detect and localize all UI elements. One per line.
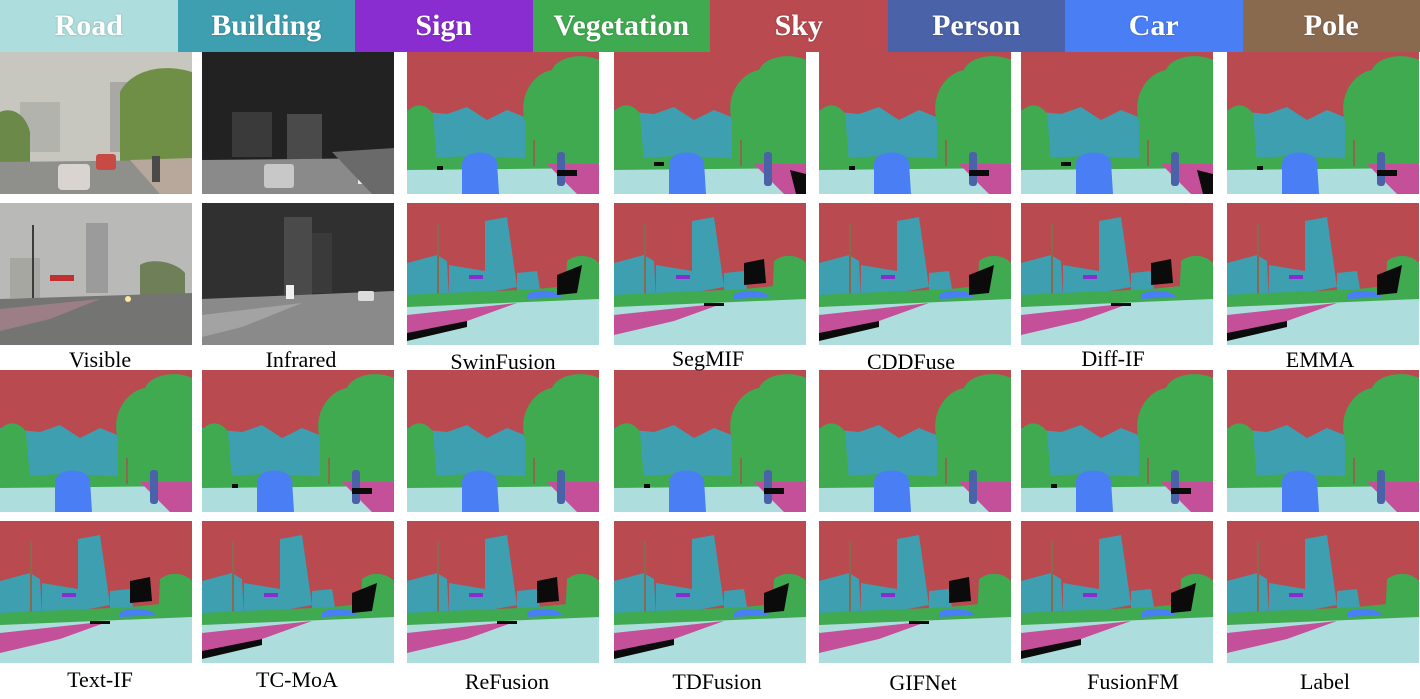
legend-sky: Sky	[710, 0, 888, 52]
caption-emma: EMMA	[1285, 347, 1355, 372]
tile-emma-scene2	[1227, 203, 1419, 345]
tile-diff-if-scene2	[1021, 203, 1213, 345]
caption-label: Label	[1299, 669, 1351, 694]
tile-fusionfm-scene1	[1021, 370, 1213, 512]
caption-tdfusion: TDFusion	[672, 669, 762, 694]
tile-infrared-scene2	[202, 203, 394, 345]
tile-refusion-scene1	[407, 370, 599, 512]
tile-segmif-scene1	[614, 52, 806, 194]
tile-label-scene1	[1227, 370, 1419, 512]
legend-pole-label: Pole	[1303, 9, 1359, 42]
tile-gifnet-scene2	[819, 521, 1011, 663]
legend-road: Road	[0, 0, 178, 52]
legend-pole: Pole	[1242, 0, 1420, 52]
legend-sign-label: Sign	[415, 9, 473, 42]
tile-cddfuse-scene1	[819, 52, 1011, 194]
caption-text-if: Text-IF	[67, 667, 133, 692]
caption-cddfuse: CDDFuse	[866, 349, 955, 374]
tile-label-scene2	[1227, 521, 1419, 663]
tile-cddfuse-scene2	[819, 203, 1011, 345]
tile-refusion-scene2	[407, 521, 599, 663]
caption-gifnet: GIFNet	[889, 670, 957, 695]
tile-visible-scene2	[0, 203, 192, 345]
tile-tdfusion-scene2	[614, 521, 806, 663]
legend-sky-label: Sky	[774, 9, 823, 42]
tile-emma-scene1	[1227, 52, 1419, 194]
legend-car-label: Car	[1128, 9, 1179, 42]
caption-fusionfm: FusionFM	[1087, 669, 1179, 694]
tile-tdfusion-scene1	[614, 370, 806, 512]
caption-tc-moa: TC-MoA	[256, 667, 338, 692]
class-legend: Road Building Sign Vegetation Sky Person…	[0, 0, 1420, 52]
caption-infrared: Infrared	[265, 347, 337, 372]
legend-building-label: Building	[211, 9, 322, 42]
caption-refusion: ReFusion	[464, 669, 550, 694]
legend-vegetation-label: Vegetation	[553, 9, 690, 42]
legend-person-label: Person	[932, 9, 1021, 42]
legend-road-label: Road	[54, 9, 123, 42]
caption-diff-if: Diff-IF	[1081, 346, 1145, 371]
legend-sign: Sign	[355, 0, 533, 52]
legend-person: Person	[887, 0, 1065, 52]
legend-car: Car	[1065, 0, 1243, 52]
tile-segmif-scene2	[614, 203, 806, 345]
tile-tc-moa-scene1	[202, 370, 394, 512]
tile-diff-if-scene1	[1021, 52, 1213, 194]
tile-gifnet-scene1	[819, 370, 1011, 512]
tile-swinfusion-scene2	[407, 203, 599, 345]
tile-swinfusion-scene1	[407, 52, 599, 194]
tile-text-if-scene2	[0, 521, 192, 663]
tile-fusionfm-scene2	[1021, 521, 1213, 663]
tile-tc-moa-scene2	[202, 521, 394, 663]
tile-visible-scene1	[0, 52, 192, 194]
legend-building: Building	[177, 0, 355, 52]
legend-vegetation: Vegetation	[532, 0, 710, 52]
caption-swinfusion: SwinFusion	[450, 349, 556, 374]
tile-text-if-scene1	[0, 370, 192, 512]
tile-infrared-scene1	[202, 52, 394, 194]
caption-visible: Visible	[68, 347, 132, 372]
caption-segmif: SegMIF	[671, 346, 745, 371]
